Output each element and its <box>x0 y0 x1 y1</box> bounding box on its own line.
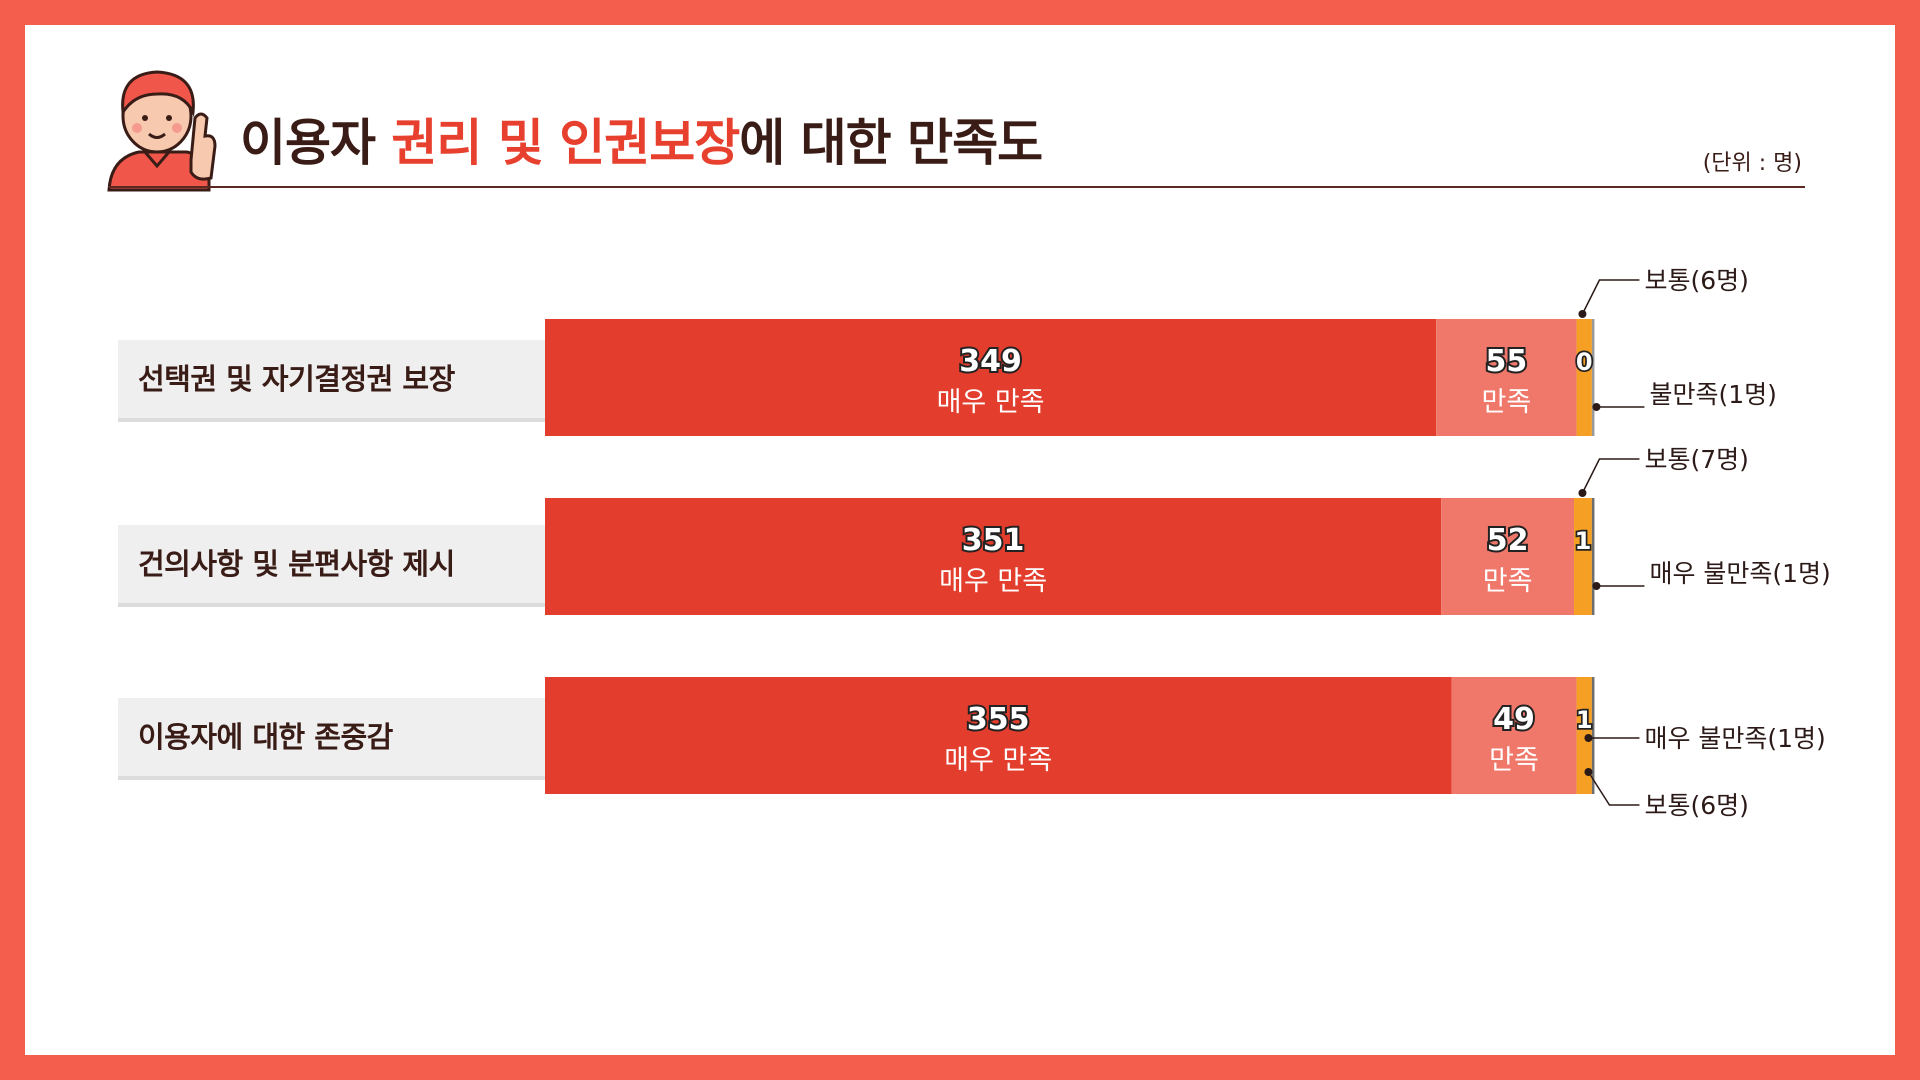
bar-segment-1-1 <box>1441 498 1575 615</box>
data-label-series-0-0: 매우 만족 <box>937 387 1045 418</box>
data-label-small-0: 0 <box>1576 348 1593 376</box>
callout-dot-1-0 <box>1578 489 1587 497</box>
waving-person-icon <box>107 70 217 192</box>
bar-segment-0-1 <box>1436 319 1577 436</box>
callout-text-1-0: 보통(7명) <box>1644 445 1748 474</box>
bar-segment-1-4 <box>1591 498 1595 615</box>
data-label-series-2-0: 매우 만족 <box>944 745 1052 776</box>
bar-segment-0-3 <box>1591 319 1595 436</box>
title-pre: 이용자 <box>240 114 392 172</box>
title-highlight: 권리 및 인권보장 <box>391 114 740 172</box>
callout-text-0-1: 불만족(1명) <box>1649 380 1776 409</box>
bar-segment-1-0 <box>545 498 1442 615</box>
callout-dot-0-0 <box>1578 310 1587 318</box>
callout-text-2-1: 보통(6명) <box>1644 791 1748 820</box>
callout-line-1-0 <box>1581 458 1640 494</box>
data-label-series-1-1: 만족 <box>1483 566 1533 597</box>
bar-segment-1-2 <box>1574 498 1592 615</box>
bar-segment-0-0 <box>545 319 1437 436</box>
callout-line-0-0 <box>1581 279 1640 315</box>
category-label-2: 이용자에 대한 존중감 <box>113 698 548 776</box>
data-label-value-1-1: 52 <box>1487 523 1529 558</box>
callout-line-2-1 <box>1587 771 1640 806</box>
bar-segment-2-0 <box>545 677 1452 794</box>
bar-segment-2-4 <box>1591 677 1595 794</box>
data-label-value-0-0: 349 <box>959 344 1022 379</box>
callout-dot-2-1 <box>1584 768 1593 776</box>
bar-segment-2-2 <box>1576 677 1592 794</box>
data-label-value-1-0: 351 <box>962 523 1025 558</box>
bar-segment-0-2 <box>1576 319 1592 436</box>
data-label-small-2: 1 <box>1576 706 1593 734</box>
callout-text-0-0: 보통(6명) <box>1644 266 1748 295</box>
data-label-series-2-1: 만족 <box>1489 745 1539 776</box>
avatar <box>105 66 221 196</box>
unit-label: (단위 : 명) <box>1702 151 1802 176</box>
callout-dot-0-1 <box>1592 403 1601 411</box>
category-label-1: 건의사항 및 분편사항 제시 <box>113 525 548 603</box>
data-label-value-2-1: 49 <box>1493 702 1535 737</box>
data-label-series-1-0: 매우 만족 <box>939 566 1047 597</box>
data-label-value-0-1: 55 <box>1485 344 1527 379</box>
callout-text-2-0: 매우 불만족(1명) <box>1644 724 1825 753</box>
callout-dot-1-1 <box>1592 582 1601 590</box>
callout-dot-2-0 <box>1584 734 1593 742</box>
data-label-series-0-1: 만족 <box>1482 387 1532 418</box>
callout-text-1-1: 매우 불만족(1명) <box>1649 559 1830 588</box>
data-label-small-1: 1 <box>1575 527 1592 555</box>
title-post: 에 대한 만족도 <box>739 114 1043 172</box>
page-title: 이용자 권리 및 인권보장에 대한 만족도 <box>240 103 1043 175</box>
title-divider <box>108 186 1805 188</box>
data-label-value-2-0: 355 <box>967 702 1030 737</box>
bar-segment-2-1 <box>1451 677 1577 794</box>
category-label-0: 선택권 및 자기결정권 보장 <box>113 340 548 418</box>
